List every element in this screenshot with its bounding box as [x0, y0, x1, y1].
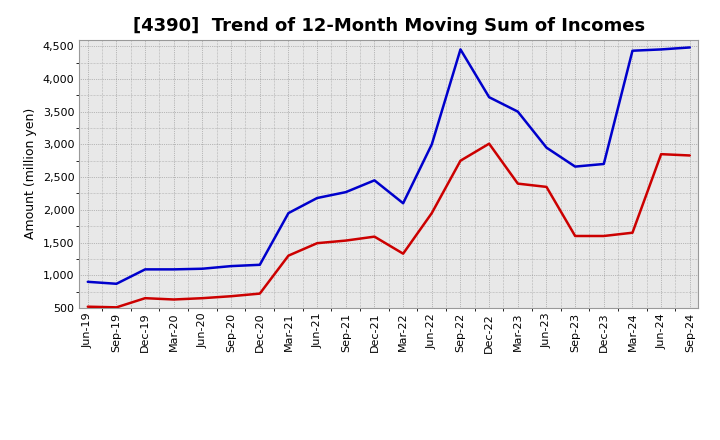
Net Income: [485, 141, 493, 147]
Net Income: [312, 241, 321, 246]
Net Income: [198, 296, 207, 301]
Net Income: [513, 181, 522, 186]
Ordinary Income: [685, 45, 694, 50]
Line: Ordinary Income: Ordinary Income: [88, 48, 690, 284]
Ordinary Income: [84, 279, 92, 284]
Ordinary Income: [513, 109, 522, 114]
Line: Net Income: Net Income: [88, 144, 690, 308]
Ordinary Income: [370, 178, 379, 183]
Net Income: [657, 151, 665, 157]
Title: [4390]  Trend of 12-Month Moving Sum of Incomes: [4390] Trend of 12-Month Moving Sum of I…: [132, 17, 645, 35]
Ordinary Income: [256, 262, 264, 268]
Net Income: [571, 233, 580, 238]
Net Income: [169, 297, 178, 302]
Net Income: [600, 233, 608, 238]
Net Income: [628, 230, 636, 235]
Ordinary Income: [399, 201, 408, 206]
Net Income: [112, 305, 121, 310]
Ordinary Income: [112, 281, 121, 286]
Net Income: [227, 293, 235, 299]
Ordinary Income: [428, 142, 436, 147]
Net Income: [341, 238, 350, 243]
Ordinary Income: [628, 48, 636, 53]
Ordinary Income: [657, 47, 665, 52]
Ordinary Income: [227, 264, 235, 269]
Ordinary Income: [571, 164, 580, 169]
Net Income: [284, 253, 293, 258]
Net Income: [685, 153, 694, 158]
Net Income: [542, 184, 551, 190]
Ordinary Income: [485, 95, 493, 100]
Ordinary Income: [284, 210, 293, 216]
Ordinary Income: [312, 195, 321, 201]
Ordinary Income: [600, 161, 608, 167]
Ordinary Income: [341, 190, 350, 195]
Net Income: [84, 304, 92, 309]
Ordinary Income: [141, 267, 150, 272]
Net Income: [428, 210, 436, 216]
Net Income: [370, 234, 379, 239]
Ordinary Income: [542, 145, 551, 150]
Y-axis label: Amount (million yen): Amount (million yen): [24, 108, 37, 239]
Ordinary Income: [169, 267, 178, 272]
Net Income: [456, 158, 465, 163]
Ordinary Income: [198, 266, 207, 271]
Ordinary Income: [456, 47, 465, 52]
Net Income: [399, 251, 408, 257]
Net Income: [256, 291, 264, 296]
Net Income: [141, 296, 150, 301]
